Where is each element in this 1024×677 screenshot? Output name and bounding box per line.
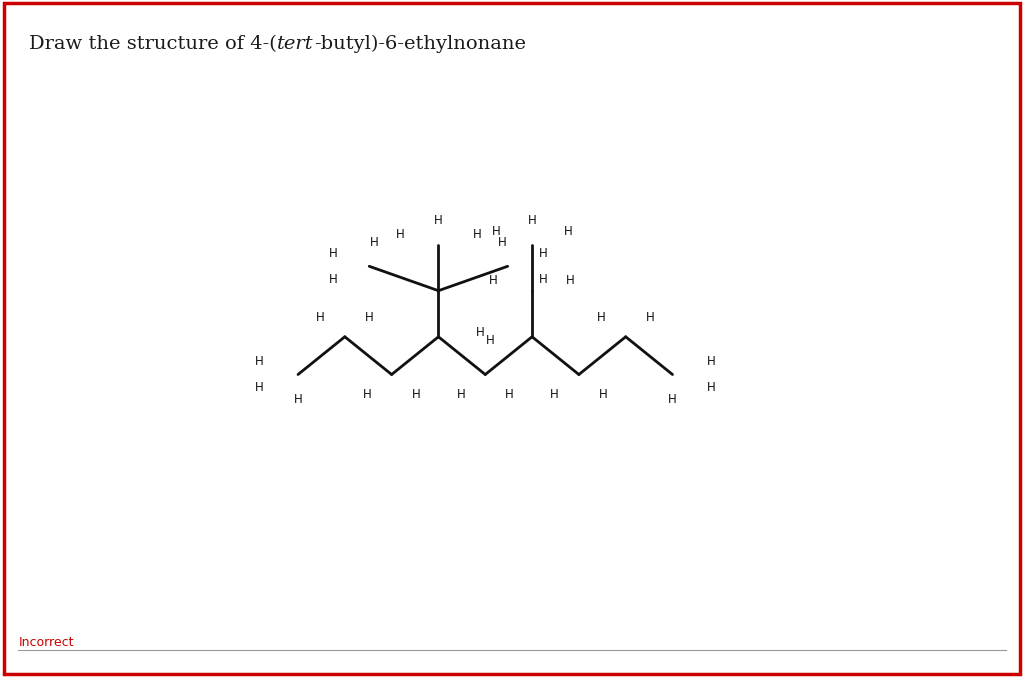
Text: H: H <box>486 334 495 347</box>
Text: Incorrect: Incorrect <box>18 636 74 649</box>
Text: H: H <box>365 311 374 324</box>
Text: H: H <box>329 247 338 260</box>
Text: H: H <box>362 388 372 401</box>
Text: H: H <box>476 326 484 339</box>
Text: -butyl)-6-ethylnonane: -butyl)-6-ethylnonane <box>313 35 525 53</box>
Text: H: H <box>707 380 716 394</box>
Text: H: H <box>540 247 548 260</box>
Text: H: H <box>434 214 442 227</box>
Text: H: H <box>412 388 420 401</box>
Text: H: H <box>492 225 501 238</box>
Text: H: H <box>646 311 654 324</box>
Text: H: H <box>599 388 607 401</box>
Text: H: H <box>395 228 404 241</box>
Text: H: H <box>489 274 498 287</box>
Text: H: H <box>294 393 302 406</box>
Text: H: H <box>330 273 338 286</box>
Text: H: H <box>498 236 507 249</box>
Text: H: H <box>668 393 677 406</box>
Text: H: H <box>255 355 263 368</box>
Text: H: H <box>597 311 606 324</box>
Text: H: H <box>457 388 465 401</box>
Text: H: H <box>707 355 716 368</box>
Text: Draw the structure of 4-(: Draw the structure of 4-( <box>30 35 278 53</box>
Text: H: H <box>316 311 325 324</box>
Text: H: H <box>550 388 559 401</box>
Text: H: H <box>472 228 481 241</box>
Text: H: H <box>527 214 537 227</box>
Text: H: H <box>563 225 572 238</box>
Text: H: H <box>370 236 379 249</box>
Text: H: H <box>539 273 548 286</box>
Text: H: H <box>505 388 514 401</box>
Text: H: H <box>566 274 574 287</box>
Text: tert: tert <box>278 35 313 53</box>
Text: H: H <box>255 380 263 394</box>
